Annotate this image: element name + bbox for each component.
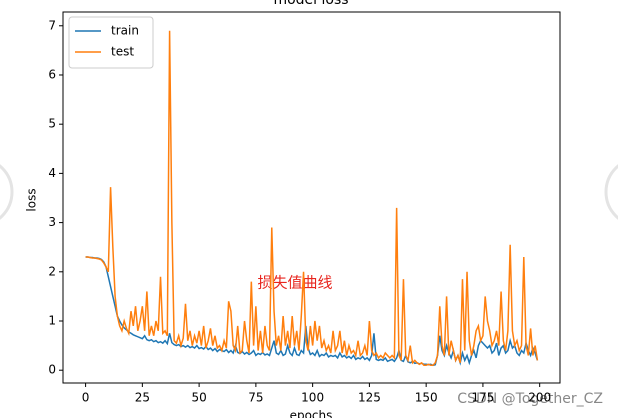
- y-tick-label: 1: [48, 314, 56, 328]
- x-tick-label: 100: [301, 391, 324, 405]
- y-axis-label: loss: [25, 188, 39, 211]
- y-tick-label: 6: [48, 67, 56, 81]
- chart-title: model loss: [273, 0, 348, 8]
- line-series: [85, 256, 539, 367]
- line-series: [85, 30, 539, 367]
- y-tick-label: 3: [48, 215, 56, 229]
- decor-circle: [0, 164, 14, 220]
- legend-label: test: [111, 45, 134, 59]
- watermark: CSDN @Together_CZ: [457, 391, 603, 407]
- plot-frame: [62, 11, 561, 384]
- y-tick-label: 7: [48, 18, 56, 32]
- x-tick-label: 175: [471, 391, 494, 405]
- y-tick-label: 2: [48, 264, 56, 278]
- x-tick-label: 125: [358, 391, 381, 405]
- x-tick-label: 150: [415, 391, 438, 405]
- y-tick-label: 4: [48, 166, 56, 180]
- x-tick-label: 75: [248, 391, 263, 405]
- legend-box: [68, 16, 154, 69]
- decor-circle: [604, 164, 618, 220]
- x-tick-label: 200: [528, 391, 551, 405]
- x-axis-label: epochs: [290, 409, 333, 418]
- y-tick-label: 0: [48, 363, 56, 377]
- x-tick-label: 50: [191, 391, 206, 405]
- y-tick-label: 5: [48, 117, 56, 131]
- legend-label: train: [111, 24, 139, 38]
- annotation: 损失值曲线: [257, 274, 332, 292]
- x-tick-label: 0: [82, 391, 90, 405]
- x-tick-label: 25: [135, 391, 150, 405]
